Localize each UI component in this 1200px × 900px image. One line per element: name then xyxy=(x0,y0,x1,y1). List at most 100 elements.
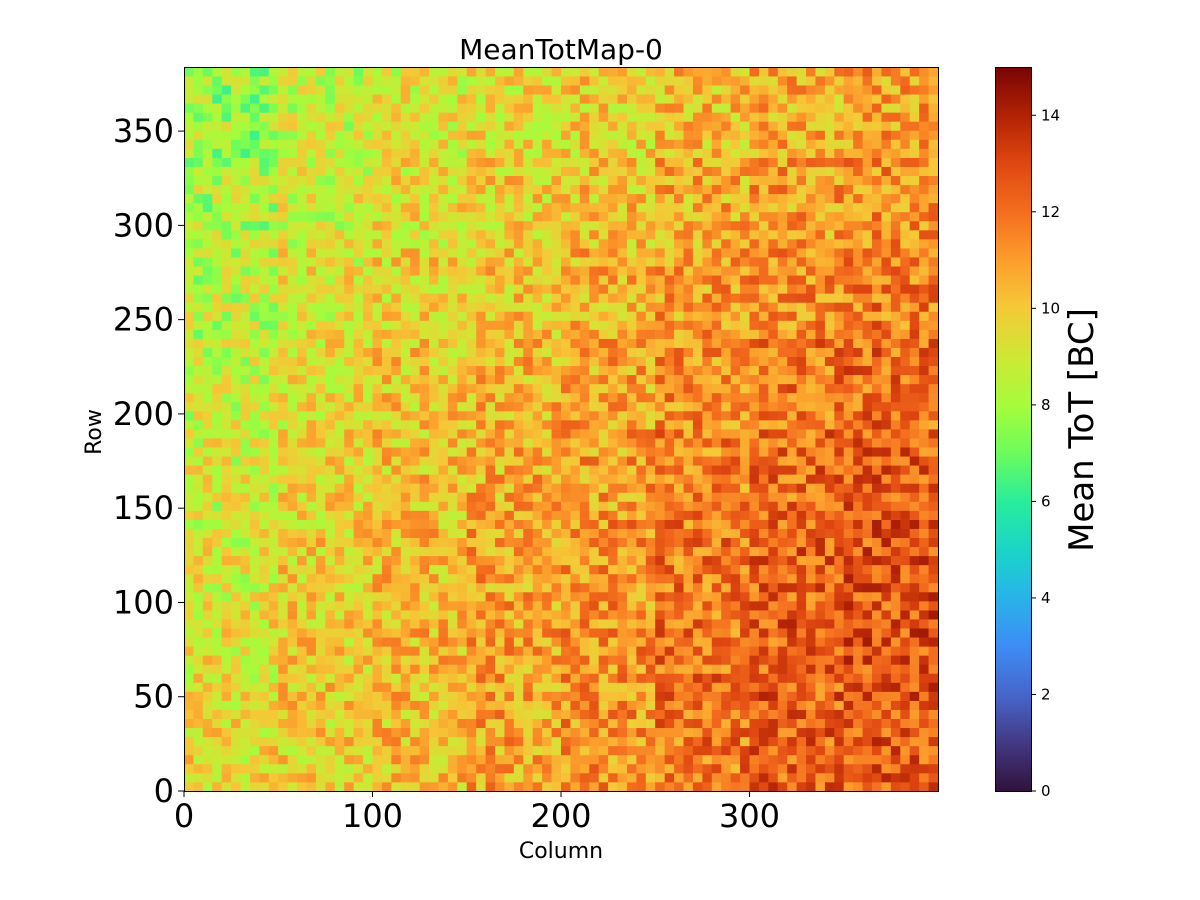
heatmap-subcell xyxy=(212,564,223,575)
heatmap-subcell xyxy=(608,700,618,710)
heatmap-subcell xyxy=(900,347,911,357)
heatmap-subcell xyxy=(240,691,251,701)
heatmap-subcell xyxy=(570,320,581,330)
heatmap-subcell xyxy=(278,763,289,774)
heatmap-subcell xyxy=(570,419,581,430)
heatmap-subcell xyxy=(495,700,505,710)
heatmap-subcell xyxy=(372,600,383,611)
heatmap-subcell xyxy=(193,655,204,665)
heatmap-subcell xyxy=(617,501,628,511)
heatmap-subcell xyxy=(193,628,204,638)
heatmap-subcell xyxy=(645,456,656,466)
heatmap-subcell xyxy=(702,610,713,620)
heatmap-subcell xyxy=(909,591,920,602)
heatmap-subcell xyxy=(231,365,241,376)
heatmap-subcell xyxy=(843,546,854,557)
heatmap-subcell xyxy=(485,429,496,439)
heatmap-subcell xyxy=(749,718,760,729)
heatmap-subcell xyxy=(231,664,241,674)
heatmap-subcell xyxy=(249,175,260,186)
heatmap-subcell xyxy=(824,248,835,258)
heatmap-subcell xyxy=(466,293,477,303)
heatmap-subcell xyxy=(645,302,656,312)
heatmap-subcell xyxy=(334,763,345,774)
heatmap-subcell xyxy=(344,374,355,385)
heatmap-subcell xyxy=(419,275,430,285)
heatmap-subcell xyxy=(278,501,289,511)
heatmap-subcell xyxy=(344,582,355,593)
heatmap-subcell xyxy=(466,311,477,321)
heatmap-subcell xyxy=(457,383,468,394)
heatmap-subcell xyxy=(796,727,807,738)
heatmap-subcell xyxy=(721,501,732,511)
heatmap-subcell xyxy=(787,619,798,629)
heatmap-subcell xyxy=(476,356,486,367)
heatmap-subcell xyxy=(212,700,223,710)
heatmap-subcell xyxy=(919,465,929,475)
heatmap-subcell xyxy=(862,582,873,593)
heatmap-subcell xyxy=(655,311,666,321)
heatmap-subcell xyxy=(843,736,854,747)
heatmap-subcell xyxy=(523,619,534,629)
heatmap-subcell xyxy=(598,293,609,303)
heatmap-subcell xyxy=(617,338,628,348)
heatmap-subcell xyxy=(796,555,807,566)
heatmap-subcell xyxy=(645,483,656,493)
heatmap-subcell xyxy=(768,555,779,566)
heatmap-subcell xyxy=(381,591,392,602)
heatmap-subcell xyxy=(259,555,270,566)
heatmap-subcell xyxy=(221,275,232,285)
heatmap-subcell xyxy=(315,591,326,602)
heatmap-subcell xyxy=(372,718,383,729)
heatmap-subcell xyxy=(259,564,270,575)
heatmap-subcell xyxy=(674,591,684,602)
heatmap-subcell xyxy=(872,709,882,719)
heatmap-subcell xyxy=(542,781,552,792)
heatmap-subcell xyxy=(655,275,666,285)
heatmap-subcell xyxy=(466,356,477,367)
heatmap-subcell xyxy=(598,347,609,357)
heatmap-subcell xyxy=(664,347,675,357)
heatmap-subcell xyxy=(561,600,571,611)
heatmap-subcell xyxy=(278,564,289,575)
heatmap-subcell xyxy=(740,383,750,394)
heatmap-subcell xyxy=(334,302,345,312)
heatmap-subcell xyxy=(221,709,232,719)
heatmap-subcell xyxy=(334,419,345,430)
heatmap-subcell xyxy=(824,401,835,412)
heatmap-subcell xyxy=(287,356,298,367)
heatmap-subcell xyxy=(249,664,260,674)
heatmap-subcell xyxy=(495,410,505,421)
heatmap-subcell xyxy=(447,718,458,729)
heatmap-subcell xyxy=(504,293,515,303)
heatmap-subcell xyxy=(447,456,458,466)
heatmap-subcell xyxy=(551,311,562,321)
heatmap-subcell xyxy=(363,736,373,747)
heatmap-subcell xyxy=(259,745,270,756)
heatmap-subcell xyxy=(815,664,826,674)
heatmap-subcell xyxy=(202,510,213,520)
heatmap-subcell xyxy=(674,610,684,620)
heatmap-subcell xyxy=(344,474,355,484)
heatmap-subcell xyxy=(240,220,251,231)
heatmap-subcell xyxy=(429,628,439,638)
heatmap-subcell xyxy=(410,682,421,692)
heatmap-subcell xyxy=(749,564,760,575)
heatmap-subcell xyxy=(598,419,609,430)
heatmap-subcell xyxy=(457,637,468,647)
heatmap-subcell xyxy=(268,293,279,303)
heatmap-subcell xyxy=(758,591,769,602)
heatmap-subcell xyxy=(429,673,439,683)
heatmap-subcell xyxy=(212,483,223,493)
heatmap-subcell xyxy=(881,447,892,457)
heatmap-subcell xyxy=(579,465,590,475)
heatmap-subcell xyxy=(796,646,807,656)
heatmap-subcell xyxy=(315,763,326,774)
heatmap-subcell xyxy=(768,709,779,719)
heatmap-subcell xyxy=(193,329,204,339)
heatmap-subcell xyxy=(645,781,656,792)
heatmap-subcell xyxy=(711,655,722,665)
heatmap-subcell xyxy=(824,528,835,538)
heatmap-subcell xyxy=(476,619,486,629)
heatmap-subcell xyxy=(495,501,505,511)
